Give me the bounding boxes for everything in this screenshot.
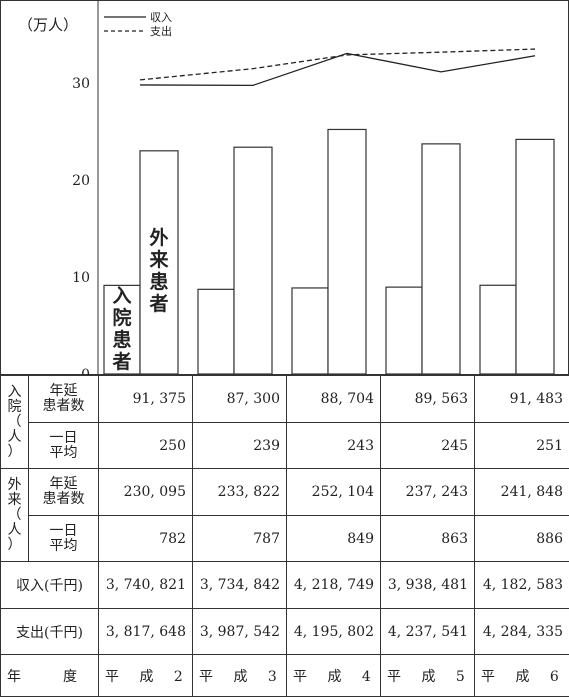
outpatient-daily-label: 一日 平均 [28,515,99,562]
table-cell: 3, 740, 821 [98,561,193,609]
table-cell: 250 [98,422,193,469]
bar-outpatient [327,128,367,375]
series-label-outpatient: 外来患者 [149,226,168,315]
bar-inpatient [103,284,141,375]
y-tick-label: 30 [72,76,90,92]
table-cell: 3, 987, 542 [192,608,287,655]
table-row: 一日 平均 250 239 243 245 251 [1,422,569,469]
bar-outpatient [515,138,555,375]
inpatient-group-label: 入院（人） [0,375,29,469]
data-table: 入院（人） 年延 患者数 91, 375 87, 300 88, 704 89, … [0,375,569,697]
bar-outpatient [233,146,273,375]
table-cell: 252, 104 [286,468,381,516]
table-cell: 233, 822 [192,468,287,516]
year-cell: 平 成 5 [380,654,475,697]
table-cell: 3, 817, 648 [98,608,193,655]
outpatient-annual-label: 年延 患者数 [28,468,99,516]
table-cell: 239 [192,422,287,469]
table-cell: 3, 734, 842 [192,561,287,609]
expense-label: 支出(千円) [0,608,99,655]
table-row: 外来（人） 年延 患者数 230, 095 233, 822 252, 104 2… [0,468,569,562]
line-expense [139,48,536,81]
year-cell: 平 成 3 [192,654,287,697]
table-cell: 4, 195, 802 [286,608,381,655]
table-cell: 243 [286,422,381,469]
income-label: 収入(千円) [0,561,99,609]
bar-inpatient [291,287,329,375]
legend-label: 収入 [150,11,172,24]
table-cell: 4, 237, 541 [380,608,475,655]
table-cell: 4, 284, 335 [474,608,569,655]
table-cell: 886 [474,515,569,562]
bar-inpatient [385,286,423,375]
year-cell: 平 成 6 [474,654,569,697]
line-income [139,52,536,86]
table-cell: 91, 483 [474,375,569,423]
table-cell: 4, 182, 583 [474,561,569,609]
year-label: 年 度 [0,654,99,697]
bar-inpatient [197,288,235,375]
inpatient-annual-label: 年延 患者数 [28,375,99,423]
table-cell: 4, 218, 749 [286,561,381,609]
table-cell: 230, 095 [98,468,193,516]
y-tick-label: 0 [81,367,90,375]
inpatient-daily-label: 一日 平均 [28,422,99,469]
table-cell: 245 [380,422,475,469]
bar-outpatient [421,143,461,375]
legend-label: 支出 [150,24,172,38]
table-cell: 849 [286,515,381,562]
table-row: 一日 平均 782 787 849 863 886 [1,515,569,562]
bar-outpatient [139,150,179,375]
table-row: 年 度 平 成 2 平 成 3 平 成 4 平 成 5 平 成 6 [0,654,569,697]
table-cell: 787 [192,515,287,562]
outpatient-group-label: 外来（人） [0,468,29,562]
table-cell: 88, 704 [286,375,381,423]
table-cell: 863 [380,515,475,562]
y-tick-label: 10 [72,270,90,286]
bar-inpatient [479,284,517,375]
table-cell: 782 [98,515,193,562]
y-axis: 0 10 20 30 [72,76,90,375]
unit-label: （万人） [18,16,78,34]
table-row: 収入(千円) 3, 740, 821 3, 734, 842 4, 218, 7… [0,561,569,609]
year-cell: 平 成 2 [98,654,193,697]
y-tick-label: 20 [72,173,90,189]
table-cell: 241, 848 [474,468,569,516]
table-cell: 91, 375 [98,375,193,423]
table-row: 支出(千円) 3, 817, 648 3, 987, 542 4, 195, 8… [0,608,569,655]
table-cell: 87, 300 [192,375,287,423]
lines [139,48,536,86]
table-cell: 251 [474,422,569,469]
table-cell: 89, 563 [380,375,475,423]
series-label-inpatient: 入院患者 [112,285,131,373]
table-row: 入院（人） 年延 患者数 91, 375 87, 300 88, 704 89, … [0,375,569,469]
table-cell: 3, 938, 481 [380,561,475,609]
table-cell: 237, 243 [380,468,475,516]
year-cell: 平 成 4 [286,654,381,697]
